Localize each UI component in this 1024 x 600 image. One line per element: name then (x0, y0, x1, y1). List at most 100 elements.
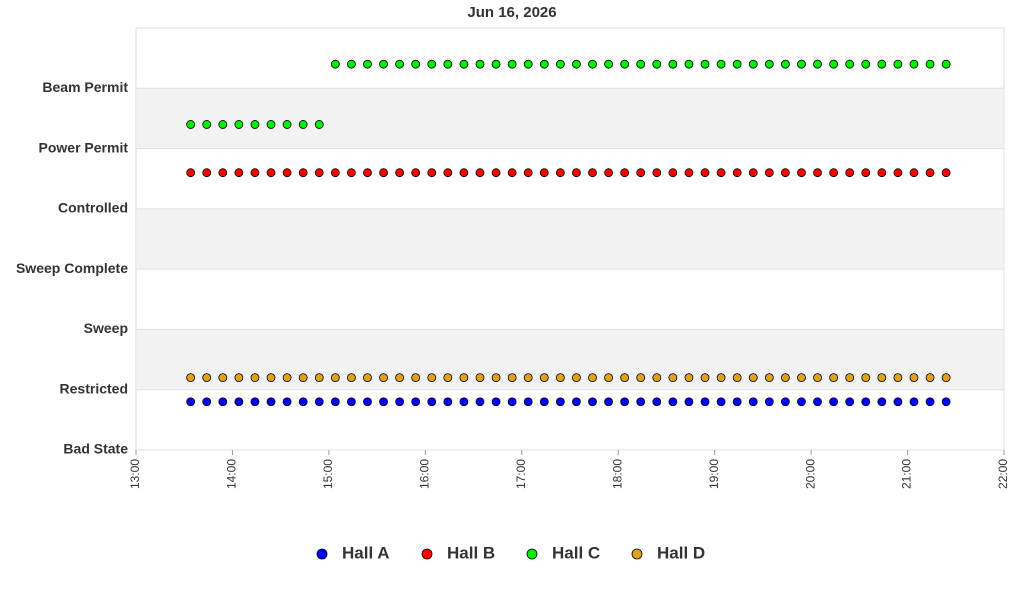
point (443, 373, 453, 383)
point (893, 397, 903, 407)
point (572, 59, 581, 69)
x-tick-label: 17:00 (514, 459, 528, 489)
point (202, 397, 212, 407)
legend-marker (526, 548, 538, 560)
point (282, 397, 292, 407)
point (218, 168, 228, 178)
point (780, 59, 790, 69)
point (459, 168, 469, 178)
point (346, 397, 356, 407)
point (684, 373, 694, 383)
point (475, 59, 485, 69)
point (941, 168, 951, 178)
band (137, 88, 1003, 149)
point (330, 373, 340, 383)
point (507, 373, 517, 383)
point (700, 397, 710, 407)
point (909, 373, 919, 383)
point (588, 397, 597, 407)
point (363, 59, 372, 69)
point (346, 59, 356, 69)
x-tick-label: 15:00 (321, 459, 335, 489)
point (652, 168, 662, 178)
point (330, 168, 340, 178)
x-tick-label: 20:00 (803, 459, 817, 489)
point (861, 397, 871, 407)
point (764, 397, 774, 407)
point (427, 168, 437, 178)
point (877, 168, 887, 178)
point (700, 59, 710, 69)
point (716, 397, 726, 407)
point (298, 120, 308, 129)
point (652, 59, 662, 69)
point (491, 373, 501, 383)
point (764, 373, 774, 383)
point (491, 397, 501, 407)
point (572, 168, 581, 178)
point (234, 168, 244, 178)
point (491, 168, 501, 178)
point (186, 168, 196, 178)
point (797, 373, 806, 383)
point (379, 168, 388, 178)
x-tick-label: 21:00 (900, 459, 914, 489)
point (443, 59, 453, 69)
point (877, 59, 887, 69)
point (346, 168, 356, 178)
point (845, 373, 855, 383)
point (636, 168, 646, 178)
point (716, 59, 726, 69)
point (539, 397, 549, 407)
point (925, 397, 935, 407)
point (186, 373, 196, 383)
point (266, 397, 276, 407)
point (539, 373, 549, 383)
point (282, 168, 292, 178)
x-tick-label: 18:00 (610, 459, 624, 489)
point (604, 59, 613, 69)
point (813, 397, 822, 407)
point (523, 168, 533, 178)
point (797, 397, 806, 407)
point (764, 59, 774, 69)
point (250, 397, 260, 407)
y-tick-label: Restricted (60, 380, 128, 396)
point (475, 168, 485, 178)
point (604, 168, 613, 178)
point (780, 168, 790, 178)
point (266, 373, 276, 383)
point (411, 59, 421, 69)
point (668, 168, 678, 178)
point (459, 373, 469, 383)
point (845, 59, 855, 69)
point (877, 397, 887, 407)
y-tick-label: Sweep (84, 320, 128, 336)
legend-marker (631, 548, 643, 560)
point (700, 168, 710, 178)
point (250, 373, 260, 383)
point (250, 120, 260, 129)
point (813, 373, 822, 383)
point (330, 59, 340, 69)
point (845, 168, 855, 178)
point (941, 373, 951, 383)
point (732, 168, 742, 178)
point (539, 59, 549, 69)
point (925, 168, 935, 178)
point (893, 373, 903, 383)
point (748, 168, 758, 178)
point (684, 59, 694, 69)
point (250, 168, 260, 178)
point (620, 397, 630, 407)
point (202, 120, 212, 129)
legend-label: Hall C (552, 543, 600, 562)
point (363, 373, 372, 383)
point (507, 168, 517, 178)
point (893, 168, 903, 178)
point (234, 120, 244, 129)
point (395, 397, 405, 407)
point (684, 397, 694, 407)
point (491, 59, 501, 69)
point (780, 373, 790, 383)
